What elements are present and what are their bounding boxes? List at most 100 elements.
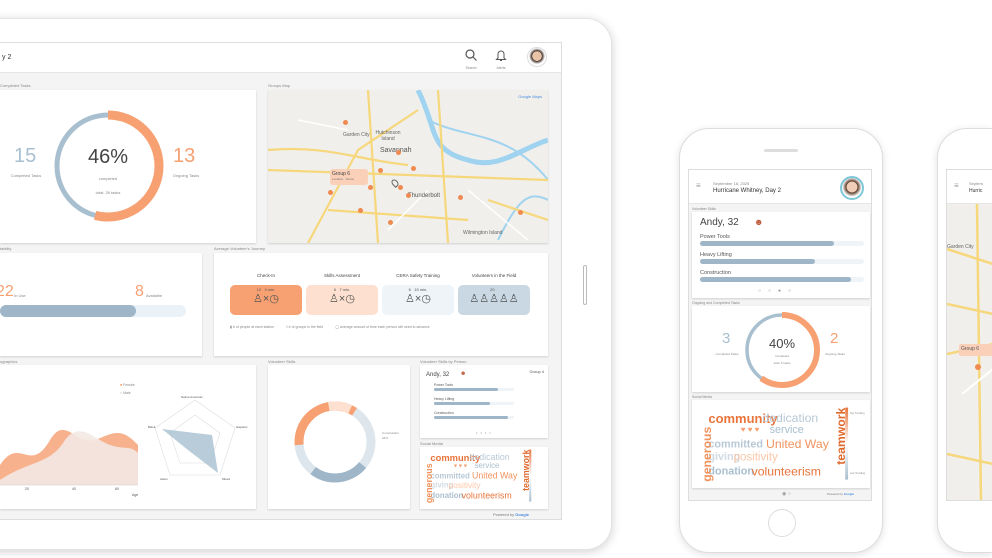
completed-label: Completed Tasks <box>10 173 42 178</box>
powered-by: Powered by Google <box>493 512 530 517</box>
map-pin[interactable] <box>378 168 383 173</box>
person-name: Andy, 32 <box>426 372 450 378</box>
menu-icon[interactable]: ≡ <box>954 181 959 190</box>
skills-person-card: Andy, 32 ☻ Group 4 Power Tools Heavy Lif… <box>420 365 548 438</box>
map-place: Savannah <box>380 147 412 154</box>
donut-segment <box>294 401 376 483</box>
journey-station[interactable]: Volunteers in the Field 20 ♙♙♙♙♙ <box>458 273 530 315</box>
station-time: 15 min. <box>414 287 428 292</box>
station-box: 12 3 min. ♙×◷ <box>230 285 302 315</box>
station-name: Volunteers in the Field <box>471 273 517 278</box>
social-word-cloud: community dedication ♥ ♥ ♥ service committed… <box>692 400 870 488</box>
map-pin[interactable] <box>518 210 523 215</box>
header: y 2 Search Alerts <box>0 43 561 73</box>
availability-card: 22 In Use 8 Available <box>0 253 202 356</box>
map-pin[interactable] <box>343 120 348 125</box>
map-pin[interactable] <box>411 166 416 171</box>
map-place: Garden City <box>343 132 370 138</box>
map-roads <box>268 90 548 243</box>
percent-label: completed <box>775 354 789 358</box>
skill-track <box>434 402 514 406</box>
group-marker-tag[interactable]: Group 6 Location · Name <box>330 169 368 185</box>
scale-bottom-label: Low Trending <box>850 472 866 475</box>
station-name: CERA Safety Training <box>396 273 440 278</box>
skill-fill <box>700 241 835 246</box>
map-pin[interactable] <box>458 195 463 200</box>
map-pin[interactable] <box>368 185 373 190</box>
page-dots[interactable]: ◉ ○ <box>782 491 791 497</box>
x-tick: 40 <box>72 487 76 491</box>
carousel-dots[interactable]: •••• <box>476 430 494 435</box>
journey-station[interactable]: Skills Assessment 6 7 min. ♙×◷ <box>306 273 378 315</box>
word: United Way <box>766 437 829 451</box>
word: ♥ ♥ ♥ <box>740 424 760 434</box>
map-pin[interactable] <box>398 185 403 190</box>
map-pin[interactable] <box>388 220 393 225</box>
in-use-count: 22 <box>0 283 14 300</box>
skill-fill <box>700 259 815 264</box>
ongoing-count: 13 <box>173 145 196 167</box>
group-marker-tag[interactable]: Group 6 <box>959 344 992 356</box>
station-box: 6 15 min. ♙×◷ <box>382 285 454 315</box>
alerts-button[interactable]: Alerts <box>492 48 510 71</box>
person-name: Andy, 32 <box>700 217 739 228</box>
map-pin[interactable] <box>358 208 363 213</box>
map-pin[interactable] <box>328 190 333 195</box>
legend-person: ▮ # of people at each station <box>230 325 274 329</box>
user-avatar[interactable] <box>527 47 547 67</box>
male-area <box>0 431 138 485</box>
trend-scale <box>529 449 532 502</box>
map-pin[interactable] <box>396 150 401 155</box>
demographics-legend: ■ Female ■ Male <box>120 383 135 395</box>
tablet-dashboard: y 2 Search Alerts Completed Tasks 15 Com… <box>0 42 562 520</box>
groups-map[interactable]: Garden City Group 6 <box>947 203 992 500</box>
map-pin[interactable] <box>975 364 981 370</box>
map-pin[interactable] <box>406 193 411 198</box>
carousel-dots[interactable]: ○○●○ <box>758 288 799 294</box>
group-tag-title: Group 6 <box>332 171 351 177</box>
home-button[interactable] <box>768 509 796 537</box>
user-avatar[interactable] <box>840 176 864 200</box>
tasks-card: 15 Completed Tasks 46% completed total: … <box>0 90 256 243</box>
tasks-donut <box>52 110 164 222</box>
journey-panel-label: Average Volunteer's Journey <box>214 246 265 251</box>
powered-by: Powered by Google <box>827 492 855 496</box>
word: giving <box>430 480 454 490</box>
skill-fill <box>434 402 490 406</box>
search-label: Search <box>465 66 477 70</box>
skill-row: Power Tools <box>700 234 864 246</box>
station-time: 3 min. <box>264 287 276 292</box>
event-title: Hurric <box>969 188 983 194</box>
map-place: Garden City <box>947 244 974 250</box>
skill-name: Heavy Lifting <box>700 252 732 258</box>
ongoing-label: Ongoing Tasks <box>825 352 845 356</box>
word: community <box>430 452 481 463</box>
legend-timer: ◯ average amount of time each person wil… <box>335 325 430 329</box>
word: donation <box>430 491 464 500</box>
x-tick: 20 <box>25 487 29 491</box>
skill-row: Heavy Lifting <box>434 397 514 406</box>
tasks-donut <box>744 312 820 388</box>
menu-icon[interactable]: ≡ <box>696 181 701 190</box>
group-tag-sub: Location · Name <box>332 177 355 181</box>
donut-ongoing <box>52 110 164 222</box>
journey-station[interactable]: Check-In 12 3 min. ♙×◷ <box>230 273 302 315</box>
word: dedication <box>762 411 819 425</box>
search-button[interactable]: Search <box>462 48 480 71</box>
skills-card: Andy, 32 ☻ Power Tools Heavy Lifting Con… <box>692 212 870 298</box>
skill-row: Construction <box>434 411 514 420</box>
word: donation <box>708 465 754 478</box>
skill-row: Power Tools <box>434 383 514 392</box>
groups-map[interactable]: Google Maps Garden City Hutchinson Islan… <box>268 90 548 243</box>
word: positivity <box>733 450 778 464</box>
phone-header: ≡ September 18, 2025 Hurricane Whitney, … <box>689 170 871 204</box>
social-word-cloud: community dedication ♥ ♥ ♥ service committed… <box>420 447 548 509</box>
in-use-label: In Use <box>14 293 26 298</box>
skills-panel-label: Volunteer Skills <box>268 359 296 364</box>
person-timer-icon: ♙×◷ <box>253 293 279 305</box>
skill-name: Heavy Lifting <box>434 397 455 401</box>
journey-card: Check-In 12 3 min. ♙×◷ Skills Assessment… <box>214 253 548 356</box>
journey-station[interactable]: CERA Safety Training 6 15 min. ♙×◷ <box>382 273 454 315</box>
age-area-chart <box>0 429 138 486</box>
station-people: 6 <box>333 287 336 292</box>
